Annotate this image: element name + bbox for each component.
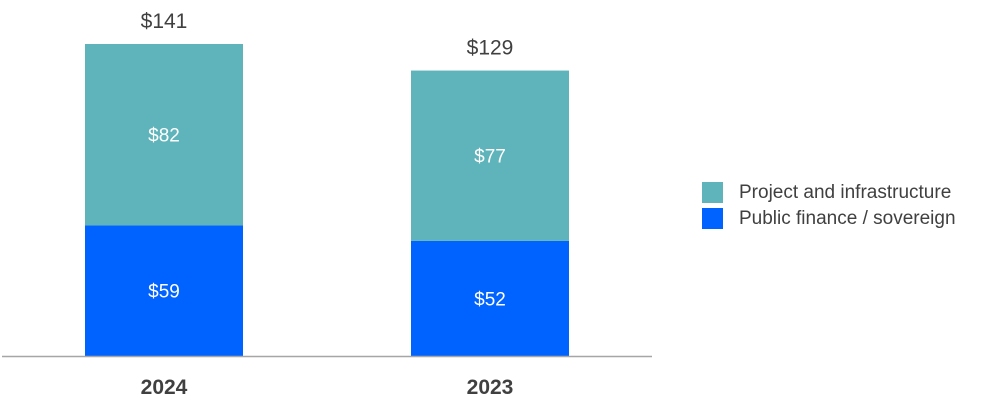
legend-swatch-project-infrastructure xyxy=(702,181,723,203)
category-label-2023: 2023 xyxy=(467,376,514,399)
segment-label-2023-project-infrastructure: $77 xyxy=(474,147,506,168)
total-label-2023: $129 xyxy=(467,37,514,60)
segment-label-2023-public-finance: $52 xyxy=(474,289,506,310)
bar-segment-2024-public-finance xyxy=(85,225,243,356)
chart-legend: Project and infrastructure Public financ… xyxy=(702,179,992,231)
legend-item-project-infrastructure: Project and infrastructure xyxy=(702,179,992,205)
segment-label-2024-project-infrastructure: $82 xyxy=(148,126,180,147)
segment-label-2024-public-finance: $59 xyxy=(148,282,180,303)
bar-segment-2024-project-infrastructure xyxy=(85,44,243,226)
bar-segment-2023-project-infrastructure xyxy=(411,70,569,241)
bar-segment-2023-public-finance xyxy=(411,240,569,356)
total-label-2024: $141 xyxy=(141,10,188,33)
legend-label-public-finance: Public finance / sovereign xyxy=(739,207,956,229)
legend-label-project-infrastructure: Project and infrastructure xyxy=(739,181,952,203)
legend-swatch-public-finance xyxy=(702,207,723,229)
legend-item-public-finance: Public finance / sovereign xyxy=(702,205,992,231)
category-label-2024: 2024 xyxy=(141,376,188,399)
